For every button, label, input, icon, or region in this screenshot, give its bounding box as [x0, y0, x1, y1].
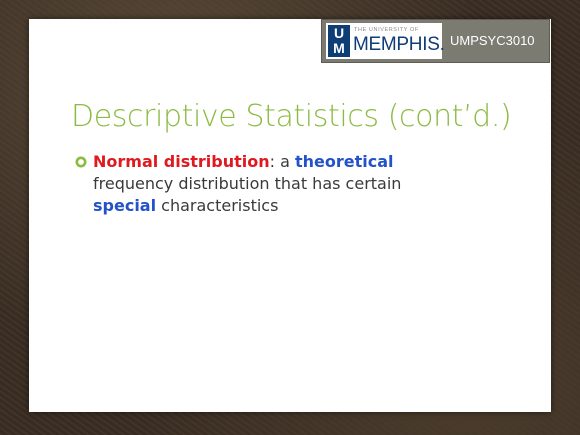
um-monogram-bottom: M: [333, 40, 345, 56]
slide-card: U M THE UNIVERSITY OF MEMPHIS. UMPSYC301…: [29, 19, 551, 412]
bullet-emphasis-theoretical: theoretical: [295, 152, 394, 171]
um-monogram-top: U: [333, 25, 345, 41]
bullet-emphasis-special: special: [93, 196, 157, 215]
logo-wordmark: MEMPHIS.: [353, 34, 445, 56]
logo-wordmark-dot: .: [439, 34, 445, 55]
bullet-text-b: frequency distribution that has certain: [93, 174, 402, 193]
bullet-item: Normal distribution: a theoretical frequ…: [75, 151, 515, 217]
bullet-term: Normal distribution: [93, 152, 270, 171]
um-monogram-icon: U M: [328, 25, 350, 57]
slide-title: Descriptive Statistics (cont’d.): [71, 99, 512, 134]
bullet-text: Normal distribution: a theoretical frequ…: [75, 151, 515, 217]
logo-small-caption: THE UNIVERSITY OF: [354, 27, 419, 33]
logo-wordmark-text: MEMPHIS: [353, 34, 440, 55]
circle-bullet-icon: [75, 156, 87, 168]
university-logo: U M THE UNIVERSITY OF MEMPHIS.: [326, 23, 445, 59]
bullet-text-a: : a: [269, 152, 296, 171]
bullet-text-c: characteristics: [156, 196, 279, 215]
brand-banner: U M THE UNIVERSITY OF MEMPHIS. UMPSYC301…: [321, 19, 550, 63]
course-code: UMPSYC3010: [450, 33, 535, 48]
